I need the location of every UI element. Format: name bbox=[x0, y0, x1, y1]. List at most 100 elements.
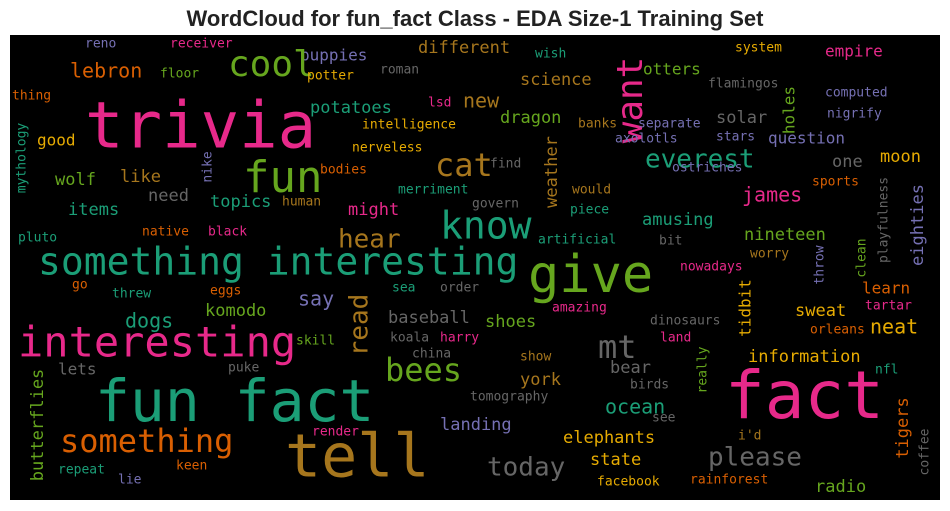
word: empire bbox=[825, 42, 883, 61]
word: know bbox=[440, 204, 532, 248]
word: clean bbox=[855, 238, 870, 277]
word: potatoes bbox=[310, 98, 392, 118]
word: otters bbox=[643, 60, 701, 79]
word: weather bbox=[542, 136, 562, 208]
word: bodies bbox=[320, 163, 367, 178]
word: bees bbox=[385, 351, 462, 389]
word: lsd bbox=[428, 96, 451, 111]
word: go bbox=[72, 278, 88, 293]
word: different bbox=[418, 38, 510, 58]
word: see bbox=[652, 411, 676, 426]
word: sea bbox=[392, 281, 415, 296]
word: separate bbox=[638, 117, 701, 132]
word: interesting bbox=[18, 318, 296, 367]
word: ostriches bbox=[672, 161, 742, 176]
word: i'd bbox=[738, 429, 761, 444]
word: nigrify bbox=[827, 107, 882, 122]
word: science bbox=[520, 70, 592, 90]
word: lebron bbox=[70, 59, 142, 83]
word: mythology bbox=[15, 123, 30, 194]
word: potter bbox=[307, 69, 354, 84]
word: keen bbox=[176, 459, 207, 474]
word: reno bbox=[85, 37, 116, 52]
word: tartar bbox=[865, 299, 912, 314]
word: landing bbox=[440, 415, 512, 435]
word: piece bbox=[570, 203, 609, 218]
word: puke bbox=[228, 361, 259, 376]
word: new bbox=[463, 89, 500, 113]
word: nike bbox=[201, 151, 216, 182]
word: eighties bbox=[908, 184, 928, 266]
word: moon bbox=[880, 147, 921, 167]
word: rainforest bbox=[690, 473, 768, 488]
word: one bbox=[832, 152, 863, 172]
word: radio bbox=[815, 477, 866, 497]
word: dragon bbox=[500, 108, 561, 128]
word: tigers bbox=[893, 397, 913, 458]
word: sports bbox=[812, 175, 859, 190]
word: system bbox=[735, 41, 782, 56]
word: order bbox=[440, 281, 479, 296]
word: nineteen bbox=[744, 225, 826, 245]
word: land bbox=[660, 331, 691, 346]
word: cool bbox=[228, 44, 315, 85]
word: state bbox=[590, 450, 641, 470]
word: fun bbox=[243, 152, 322, 203]
word: information bbox=[748, 347, 861, 367]
word: black bbox=[208, 225, 247, 240]
word: wish bbox=[535, 47, 566, 62]
word: merriment bbox=[398, 183, 468, 198]
word: question bbox=[768, 129, 845, 148]
word: artificial bbox=[538, 233, 616, 248]
word: bit bbox=[659, 234, 682, 249]
word: dogs bbox=[125, 309, 173, 333]
word: thing bbox=[12, 89, 51, 104]
word: butterflies bbox=[28, 369, 48, 482]
word: pluto bbox=[18, 231, 57, 246]
word: might bbox=[348, 200, 399, 220]
word: harry bbox=[440, 331, 479, 346]
word: lie bbox=[118, 473, 142, 488]
word: read bbox=[345, 294, 375, 357]
word: banks bbox=[578, 117, 617, 132]
cloud-background bbox=[10, 35, 940, 500]
word: like bbox=[120, 167, 161, 187]
word: birds bbox=[630, 378, 669, 393]
word: james bbox=[742, 183, 802, 207]
word: good bbox=[37, 131, 76, 150]
word: holes bbox=[780, 86, 799, 134]
word: china bbox=[412, 347, 451, 362]
word: cat bbox=[435, 146, 493, 184]
word: lets bbox=[58, 360, 97, 379]
word: nowadays bbox=[680, 260, 743, 275]
word: stars bbox=[716, 130, 755, 145]
word: flamingos bbox=[708, 77, 778, 92]
word: wolf bbox=[55, 170, 96, 190]
word: fact bbox=[725, 357, 884, 434]
word: today bbox=[487, 453, 565, 483]
word: give bbox=[528, 245, 653, 305]
word: facebook bbox=[597, 475, 660, 490]
word: komodo bbox=[205, 301, 266, 321]
word: threw bbox=[112, 287, 151, 302]
word: throw bbox=[813, 245, 828, 284]
word: topics bbox=[210, 192, 271, 212]
chart-title: WordCloud for fun_fact Class - EDA Size-… bbox=[187, 6, 765, 31]
word: please bbox=[708, 443, 802, 473]
word: trivia bbox=[85, 90, 316, 164]
word: coffee bbox=[918, 428, 933, 475]
word: dinosaurs bbox=[650, 314, 720, 329]
word: render bbox=[312, 425, 359, 440]
word: shoes bbox=[485, 312, 536, 332]
word: would bbox=[572, 183, 611, 198]
word: worry bbox=[750, 247, 789, 262]
word: show bbox=[520, 350, 551, 365]
word: tidbit bbox=[736, 279, 755, 337]
word: eggs bbox=[210, 284, 241, 299]
word: elephants bbox=[563, 428, 655, 448]
word: playfulness bbox=[877, 177, 892, 263]
word: hear bbox=[338, 225, 401, 255]
word: neat bbox=[870, 315, 918, 339]
word: repeat bbox=[58, 463, 105, 478]
